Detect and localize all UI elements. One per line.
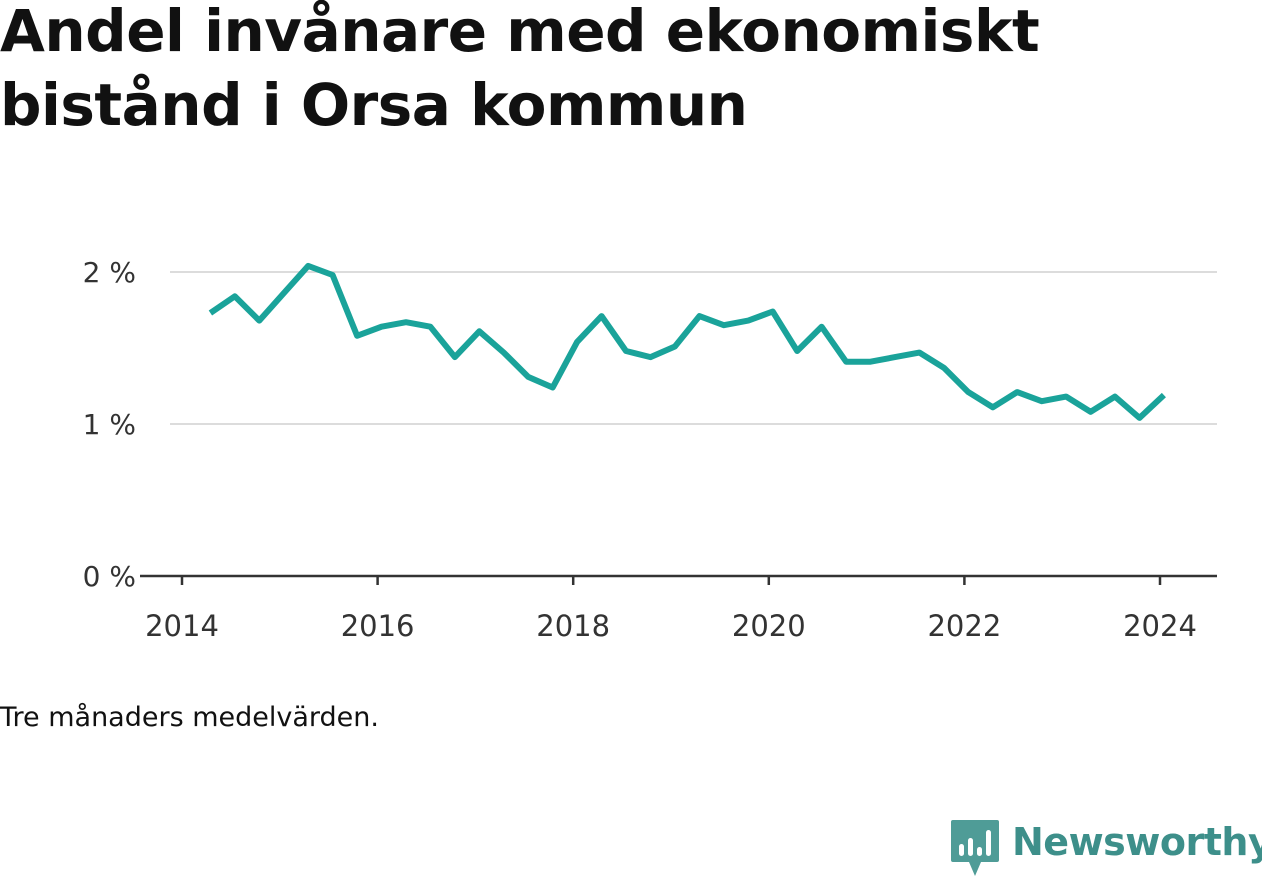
x-tick-label: 2016 <box>341 609 415 643</box>
y-tick-label: 1 % <box>83 408 136 441</box>
chart-note: Tre månaders medelvärden. <box>0 702 379 733</box>
chart-title: Andel invånare med ekonomiskt bistånd i … <box>0 0 1040 139</box>
x-axis-tick-labels: 2014 2016 2018 2020 2022 2024 <box>145 609 1197 643</box>
line-chart: 0 % 1 % 2 % 2014 2016 2018 2020 2022 2024 <box>83 256 1217 643</box>
series-line-0 <box>208 262 1166 421</box>
x-tick-label: 2024 <box>1123 609 1197 643</box>
x-tick-label: 2020 <box>732 609 806 643</box>
x-tick-label: 2014 <box>145 609 219 643</box>
y-tick-label: 0 % <box>83 560 136 593</box>
series-layer <box>208 262 1166 421</box>
y-axis-tick-labels: 0 % 1 % 2 % <box>83 256 136 593</box>
x-tick-label: 2018 <box>536 609 610 643</box>
newsworthy-logo-icon <box>951 820 999 876</box>
gridlines <box>170 271 1217 425</box>
x-axis <box>140 574 1217 585</box>
y-tick-label: 2 % <box>83 256 136 289</box>
x-tick-label: 2022 <box>927 609 1001 643</box>
newsworthy-logo[interactable]: Newsworthy <box>950 818 1262 882</box>
newsworthy-logo-text: Newsworthy <box>1012 820 1262 864</box>
